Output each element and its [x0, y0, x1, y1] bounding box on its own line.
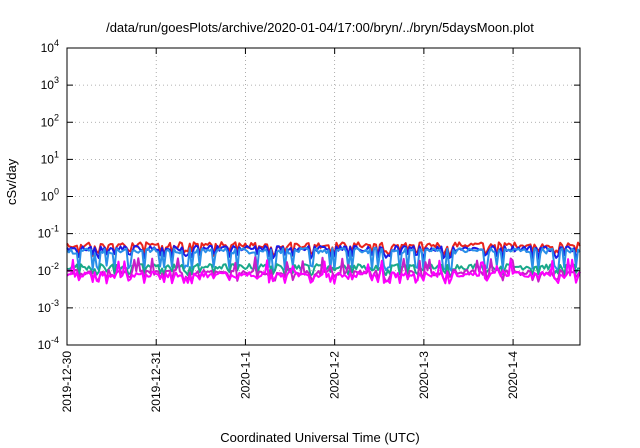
y-tick-label: 104 [41, 38, 59, 55]
chart-title: /data/run/goesPlots/archive/2020-01-04/1… [106, 20, 534, 35]
grid [67, 48, 580, 345]
series-line [66, 258, 581, 285]
series-line [66, 247, 581, 272]
series-group [66, 241, 581, 285]
y-tick-label: 10-4 [38, 335, 59, 352]
x-tick-label: 2019-12-30 [60, 351, 74, 413]
x-tick-label: 2020-1-3 [417, 351, 431, 399]
y-tick-label: 101 [41, 149, 59, 166]
y-tick-label: 102 [41, 112, 59, 129]
axis-ticks: 10410310210110010-110-210-310-42019-12-3… [38, 38, 580, 412]
y-tick-label: 100 [41, 187, 59, 204]
x-tick-label: 2019-12-31 [149, 351, 163, 413]
x-tick-label: 2020-1-4 [506, 351, 520, 399]
x-tick-label: 2020-1-2 [328, 351, 342, 399]
y-tick-label: 10-1 [38, 224, 59, 241]
x-axis-label: Coordinated Universal Time (UTC) [220, 430, 420, 445]
y-tick-label: 103 [41, 75, 59, 92]
x-tick-label: 2020-1-1 [238, 351, 252, 399]
y-tick-label: 10-3 [38, 298, 59, 315]
y-tick-label: 10-2 [38, 261, 59, 278]
